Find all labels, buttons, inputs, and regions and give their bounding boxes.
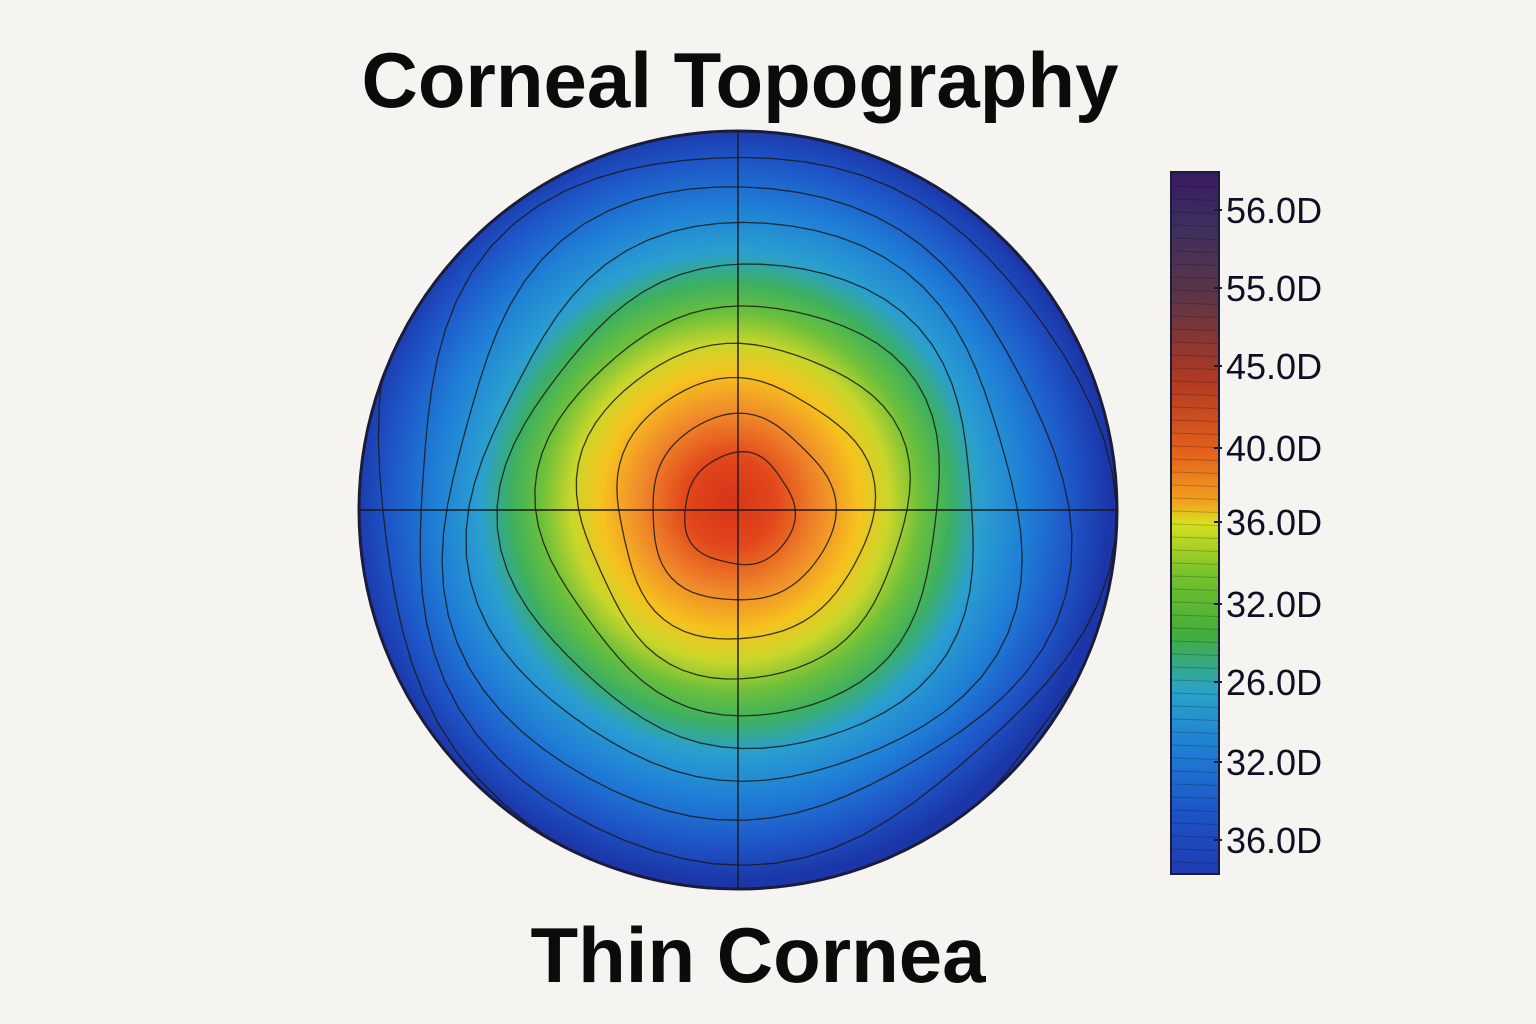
colorbar-hatch-line: [1171, 237, 1219, 240]
colorbar-hatch-line: [1171, 302, 1219, 305]
colorbar-hatch-line: [1171, 458, 1219, 461]
colorbar-hatch-line: [1171, 250, 1219, 253]
colorbar-tick-label: 32.0D: [1226, 742, 1322, 783]
contour-ring: [616, 376, 877, 640]
colorbar-tick-label: 40.0D: [1226, 428, 1322, 469]
contour-ring: [465, 221, 1023, 783]
contour-ring: [419, 156, 1117, 867]
colorbar-hatch-line: [1171, 562, 1219, 565]
contour-ring: [441, 186, 1073, 822]
topography-map: [357, 129, 1119, 891]
colorbar-hatch-line: [1171, 393, 1219, 396]
colorbar-hatch-line: [1171, 601, 1219, 604]
colorbar-hatch-line: [1171, 484, 1219, 487]
colorbar-hatch-line: [1171, 523, 1219, 526]
colorbar-tick-label: 32.0D: [1226, 584, 1322, 625]
colorbar-hatch-line: [1171, 627, 1219, 630]
colorbar-tick-label: 36.0D: [1226, 502, 1322, 543]
colorbar-hatch-line: [1171, 718, 1219, 721]
colorbar-hatch-line: [1171, 315, 1219, 318]
colorbar-hatch-line: [1171, 692, 1219, 695]
colorbar-hatch-line: [1171, 653, 1219, 656]
colorbar-hatch-line: [1171, 549, 1219, 552]
colorbar-hatch-line: [1171, 367, 1219, 370]
colorbar-hatch-line: [1171, 744, 1219, 747]
colorbar-hatch-line: [1171, 783, 1219, 786]
colorbar-hatch-line: [1171, 614, 1219, 617]
colorbar-hatch-line: [1171, 289, 1219, 292]
colorbar-hatch-line: [1171, 536, 1219, 539]
colorbar-hatch-line: [1171, 588, 1219, 591]
colorbar-hatch-line: [1171, 445, 1219, 448]
colorbar-hatch-line: [1171, 848, 1219, 851]
colorbar-ticks: 56.0D 55.0D 45.0D 40.0D 36.0D 32.0D 26.0D 32.0D…: [1214, 190, 1322, 861]
colorbar-hatch-line: [1171, 380, 1219, 383]
colorbar-hatch-line: [1171, 185, 1219, 188]
colorbar-hatch-line: [1171, 354, 1219, 357]
colorbar-tick-label: 55.0D: [1226, 268, 1322, 309]
colorbar-hatch-line: [1171, 419, 1219, 422]
colorbar-hatch-line: [1171, 809, 1219, 812]
colorbar-hatch-line: [1171, 432, 1219, 435]
chart-subtitle: Thin Cornea: [530, 911, 986, 999]
colorbar-hatch-line: [1171, 510, 1219, 513]
map-border: [357, 129, 1119, 891]
colorbar-hatch-line: [1171, 575, 1219, 578]
colorbar-hatch-line: [1171, 757, 1219, 760]
colorbar-hatch-line: [1171, 198, 1219, 201]
chart-title: Corneal Topography: [361, 36, 1119, 124]
colorbar-tick-label: 36.0D: [1226, 820, 1322, 861]
colorbar-lines: [1171, 185, 1219, 864]
colorbar-hatch-line: [1171, 211, 1219, 214]
colorbar-hatch-line: [1171, 666, 1219, 669]
colorbar-hatch-line: [1171, 328, 1219, 331]
colorbar-tick-label: 26.0D: [1226, 662, 1322, 703]
colorbar-hatch-line: [1171, 731, 1219, 734]
colorbar-hatch-line: [1171, 640, 1219, 643]
colorbar-hatch-line: [1171, 276, 1219, 279]
colorbar-hatch-line: [1171, 861, 1219, 864]
colorbar-hatch-line: [1171, 835, 1219, 838]
colorbar-hatch-line: [1171, 796, 1219, 799]
colorbar-hatch-line: [1171, 341, 1219, 344]
contour-ring: [575, 342, 911, 680]
colorbar: 56.0D 55.0D 45.0D 40.0D 36.0D 32.0D 26.0D 32.0D…: [1170, 171, 1322, 875]
colorbar-hatch-line: [1171, 497, 1219, 500]
colorbar-hatch-line: [1171, 770, 1219, 773]
colorbar-tick-label: 56.0D: [1226, 190, 1322, 231]
colorbar-hatch-line: [1171, 224, 1219, 227]
colorbar-hatch-line: [1171, 263, 1219, 266]
contour-ring: [496, 263, 974, 750]
colorbar-hatch-line: [1171, 679, 1219, 682]
colorbar-hatch-line: [1171, 822, 1219, 825]
colorbar-hatch-line: [1171, 471, 1219, 474]
colorbar-hatch-line: [1171, 406, 1219, 409]
colorbar-hatch-line: [1171, 705, 1219, 708]
colorbar-tick-label: 45.0D: [1226, 346, 1322, 387]
contour-ring: [534, 305, 940, 717]
